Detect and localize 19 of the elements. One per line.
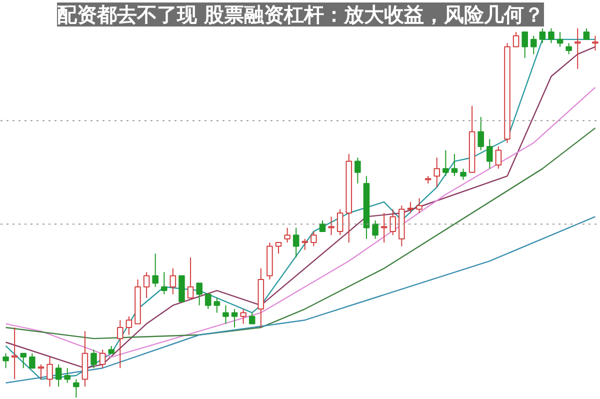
- candlestick: [46, 356, 53, 388]
- candlestick: [258, 268, 264, 328]
- candlestick: [82, 330, 88, 388]
- candlestick: [354, 157, 361, 184]
- candlestick: [152, 253, 158, 288]
- candlestick: [363, 176, 370, 240]
- candlestick: [346, 153, 352, 244]
- candlestick: [11, 326, 18, 380]
- candlestick: [117, 320, 124, 369]
- candlestick: [574, 28, 581, 70]
- chart-title: 配资都去不了现 股票融资杠杆：放大收益，风险几何？: [57, 2, 544, 26]
- candlestick: [73, 378, 80, 398]
- candlestick: [64, 368, 70, 384]
- candlestick: [556, 32, 564, 48]
- candlestick: [504, 42, 510, 144]
- candlestick: [380, 212, 388, 244]
- candlestick: [434, 157, 440, 188]
- candlestick: [143, 272, 150, 298]
- candlestick: [460, 168, 466, 180]
